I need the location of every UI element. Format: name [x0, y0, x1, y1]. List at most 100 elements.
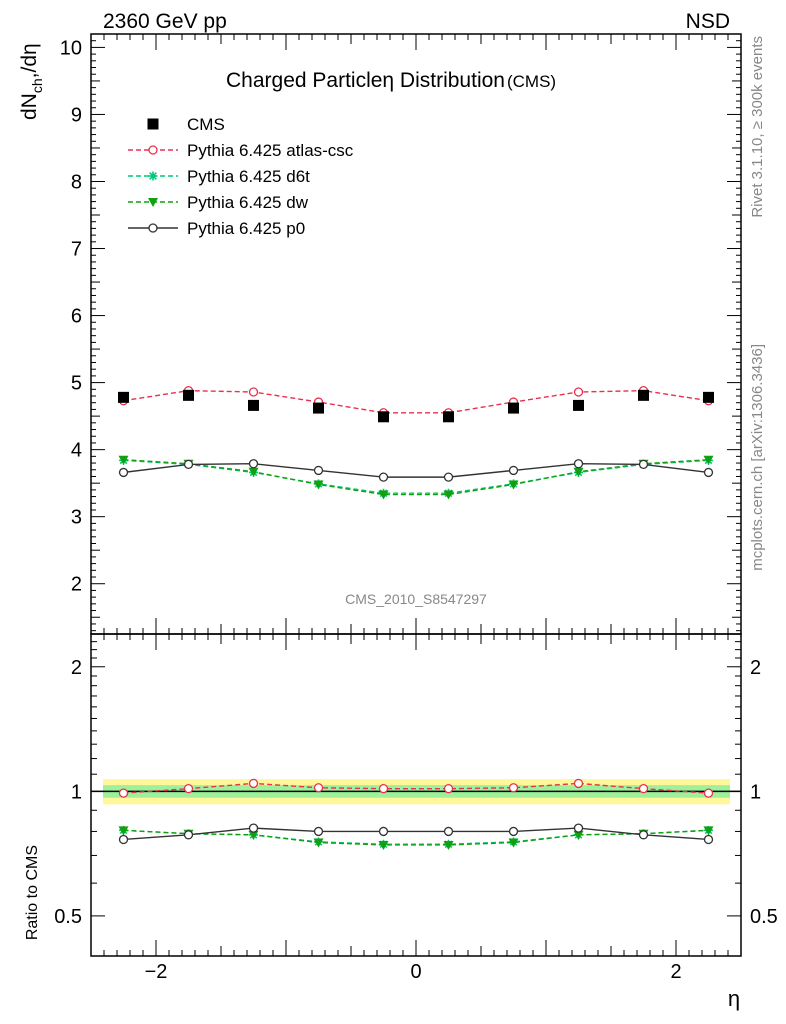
ratio-point-pythia-6-425-atlas-csc	[508, 783, 519, 793]
data-point-cms	[313, 402, 324, 414]
mcplots-reference-text: mcplots.cern.ch [arXiv:1306.3436]	[749, 344, 766, 571]
series-line-pythia-6-425-dw	[123, 458, 709, 496]
ratio-y-tick-label-right: 2	[750, 657, 761, 679]
data-point-pythia-6-425-dw	[703, 455, 714, 465]
y-tick-label: 4	[71, 440, 82, 462]
ratio-y-tick-label: 2	[71, 657, 82, 679]
data-point-pythia-6-425-dw	[573, 467, 584, 477]
svg-text:dNch,/dη: dNch,/dη	[18, 43, 45, 120]
ratio-y-tick-label-right: 0.5	[750, 906, 778, 928]
ratio-point-pythia-6-425-atlas-csc	[183, 784, 194, 794]
ratio-y-tick-label: 0.5	[54, 906, 82, 928]
ratio-point-pythia-6-425-dw	[703, 826, 714, 836]
data-point-pythia-6-425-atlas-csc	[573, 387, 584, 397]
ratio-point-pythia-6-425-p0	[248, 823, 259, 833]
ratio-point-pythia-6-425-dw	[508, 838, 519, 848]
data-point-pythia-6-425-p0	[508, 465, 519, 476]
x-tick-label: 0	[410, 961, 421, 983]
data-point-cms	[443, 411, 454, 423]
ratio-line-pythia-6-425-p0	[123, 827, 709, 841]
legend-label: Pythia 6.425 atlas-csc	[187, 141, 354, 160]
data-point-cms	[248, 399, 259, 411]
analysis-watermark: CMS_2010_S8547297	[345, 591, 487, 607]
y-tick-label: 3	[71, 507, 82, 529]
data-point-pythia-6-425-dw	[313, 480, 324, 490]
ratio-point-pythia-6-425-p0	[703, 834, 714, 845]
data-point-cms	[638, 389, 649, 401]
y-tick-label: 6	[71, 306, 82, 328]
ratio-point-pythia-6-425-atlas-csc	[443, 784, 454, 794]
data-point-cms	[183, 389, 194, 401]
data-point-pythia-6-425-p0	[313, 465, 324, 476]
data-point-pythia-6-425-p0	[573, 459, 584, 469]
y-tick-label: 7	[71, 239, 82, 261]
ratio-point-pythia-6-425-p0	[508, 826, 519, 837]
legend-marker	[147, 118, 159, 130]
x-tick-label: 2	[670, 961, 681, 983]
legend-label: Pythia 6.425 dw	[187, 193, 309, 212]
top-y-axis-title: dNch,/dη	[18, 43, 45, 120]
data-point-pythia-6-425-dw	[248, 467, 259, 477]
bottom-y-axis-title: Ratio to CMS	[24, 845, 41, 940]
ratio-point-pythia-6-425-atlas-csc	[573, 778, 584, 789]
data-point-pythia-6-425-p0	[703, 467, 714, 478]
ratio-point-pythia-6-425-atlas-csc	[703, 788, 714, 798]
ratio-point-pythia-6-425-atlas-csc	[638, 784, 649, 794]
series-line-pythia-6-425-p0	[123, 463, 709, 478]
legend-marker	[148, 145, 158, 155]
data-point-pythia-6-425-dw	[508, 480, 519, 490]
legend: CMS Pythia 6.425 atlas-csc Pythia 6.425 d6…	[128, 115, 354, 238]
data-point-cms	[378, 411, 389, 423]
process-label: NSD	[686, 10, 730, 33]
data-point-cms	[118, 391, 129, 403]
data-point-cms	[508, 402, 519, 414]
ratio-point-pythia-6-425-atlas-csc	[313, 783, 324, 793]
rivet-version-text: Rivet 3.1.10, ≥ 300k events	[749, 36, 766, 218]
data-point-cms	[573, 399, 584, 411]
data-point-pythia-6-425-p0	[638, 459, 649, 470]
ratio-point-pythia-6-425-atlas-csc	[118, 788, 129, 798]
ratio-point-pythia-6-425-dw	[573, 830, 584, 840]
y-tick-label: 9	[71, 104, 82, 126]
ratio-point-pythia-6-425-atlas-csc	[248, 778, 259, 789]
data-point-pythia-6-425-p0	[443, 472, 454, 482]
ratio-point-pythia-6-425-dw	[248, 830, 259, 840]
ratio-point-pythia-6-425-p0	[378, 826, 389, 837]
energy-label: 2360 GeV pp	[103, 10, 227, 33]
data-point-pythia-6-425-p0	[248, 459, 259, 469]
ratio-point-pythia-6-425-p0	[313, 826, 324, 837]
legend-label: CMS	[187, 115, 225, 134]
ratio-y-tick-label: 1	[71, 781, 82, 803]
series-line-pythia-6-425-atlas-csc	[123, 389, 709, 414]
x-axis-title: η	[728, 986, 740, 1011]
y-tick-label: 10	[60, 37, 82, 59]
ratio-point-pythia-6-425-p0	[183, 830, 194, 840]
ratio-point-pythia-6-425-atlas-csc	[378, 784, 389, 794]
y-tick-label: 5	[71, 373, 82, 395]
y-tick-label: 2	[71, 574, 82, 596]
ratio-line-pythia-6-425-dw	[123, 829, 709, 846]
legend-marker	[148, 223, 158, 233]
ratio-point-pythia-6-425-dw	[118, 826, 129, 836]
ratio-line-pythia-6-425-atlas-csc	[123, 782, 709, 794]
legend-label: Pythia 6.425 d6t	[187, 167, 310, 186]
ratio-point-pythia-6-425-dw	[378, 840, 389, 850]
legend-label: Pythia 6.425 p0	[187, 219, 305, 238]
data-point-pythia-6-425-p0	[183, 459, 194, 470]
data-point-pythia-6-425-dw	[443, 490, 454, 500]
y-tick-label: 8	[71, 171, 82, 193]
ratio-point-pythia-6-425-p0	[443, 826, 454, 837]
x-tick-label: −2	[145, 961, 168, 983]
ratio-point-pythia-6-425-p0	[573, 823, 584, 833]
data-point-pythia-6-425-atlas-csc	[248, 387, 259, 397]
ratio-y-tick-label-right: 1	[750, 781, 761, 803]
data-point-pythia-6-425-dw	[118, 455, 129, 465]
ratio-point-pythia-6-425-p0	[638, 830, 649, 840]
ratio-point-pythia-6-425-dw	[443, 840, 454, 850]
ratio-point-pythia-6-425-p0	[118, 834, 129, 845]
data-point-pythia-6-425-p0	[378, 472, 389, 482]
data-point-cms	[703, 391, 714, 403]
ratio-point-pythia-6-425-dw	[313, 838, 324, 848]
legend-marker	[148, 198, 158, 207]
